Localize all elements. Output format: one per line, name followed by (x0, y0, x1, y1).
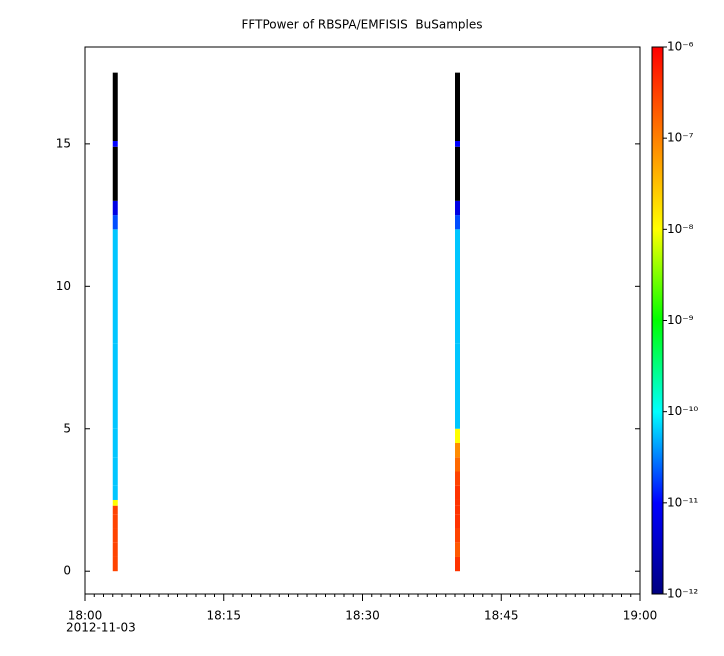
x-tick-label: 19:00 (623, 609, 658, 623)
spectrogram-cell (112, 428, 118, 444)
spectrogram-cell (455, 141, 460, 147)
x-tick-label: 18:45 (484, 609, 519, 623)
spectrogram-cell (455, 556, 460, 572)
y-tick-label: 10 (56, 279, 71, 293)
spectrogram-cell (455, 200, 460, 216)
spectrogram-cell (455, 485, 460, 500)
spectrogram-cell (112, 200, 118, 216)
spectrogram-cell (455, 505, 460, 515)
spectrogram-cell (455, 343, 460, 429)
spectrogram-cell (455, 542, 460, 557)
colorbar-tick-label: 10⁻⁹ (667, 313, 694, 327)
x-tick-label: 18:00 (68, 609, 103, 623)
spectrogram-cell (455, 215, 460, 230)
spectrogram-cell (112, 556, 118, 572)
spectrogram-cell (112, 72, 118, 142)
spectrogram-cell (112, 146, 118, 201)
spectrogram-cell (112, 485, 118, 500)
colorbar (651, 46, 664, 595)
colorbar-tick-label: 10⁻¹⁰ (667, 404, 698, 418)
chart-title: FFTPower of RBSPA/EMFISIS BuSamples (242, 18, 483, 32)
spectrogram-cell (112, 471, 118, 486)
y-tick-label: 15 (56, 136, 71, 150)
spectrogram-cell (455, 514, 460, 529)
spectrogram-cell (112, 457, 118, 472)
spectrogram-cell (112, 542, 118, 557)
spectrogram-cell (455, 428, 460, 444)
spectrogram-cell (455, 528, 460, 543)
spectrogram-cell (455, 229, 460, 344)
colorbar-tick-label: 10⁻¹² (667, 587, 698, 601)
spectrogram-cell (112, 499, 118, 506)
x-tick-label: 18:15 (206, 609, 241, 623)
spectrogram-cell (455, 457, 460, 472)
colorbar-tick-label: 10⁻¹¹ (667, 495, 698, 509)
spectrogram-cell (455, 499, 460, 506)
spectrogram-cell (455, 443, 460, 458)
spectrogram-cell (112, 229, 118, 344)
plot-frame (84, 46, 641, 595)
colorbar-tick-label: 10⁻⁸ (667, 222, 694, 236)
spectrogram-cell (112, 343, 118, 429)
spectrogram-cell (455, 471, 460, 486)
spectrogram-cell (112, 505, 118, 515)
y-tick-label: 5 (63, 421, 71, 435)
colorbar-tick-label: 10⁻⁶ (667, 40, 694, 54)
x-tick-label: 18:30 (345, 609, 380, 623)
spectrogram-cell (112, 528, 118, 543)
date-label: 2012-11-03 (66, 621, 136, 635)
colorbar-tick-label: 10⁻⁷ (667, 131, 694, 145)
spectrogram-cell (455, 146, 460, 201)
y-tick-label: 0 (63, 564, 71, 578)
spectrogram-cell (455, 72, 460, 142)
spectrogram-cell (112, 141, 118, 147)
spectrogram-cell (112, 514, 118, 529)
spectrogram-cell (112, 215, 118, 230)
spectrogram-cell (112, 443, 118, 458)
